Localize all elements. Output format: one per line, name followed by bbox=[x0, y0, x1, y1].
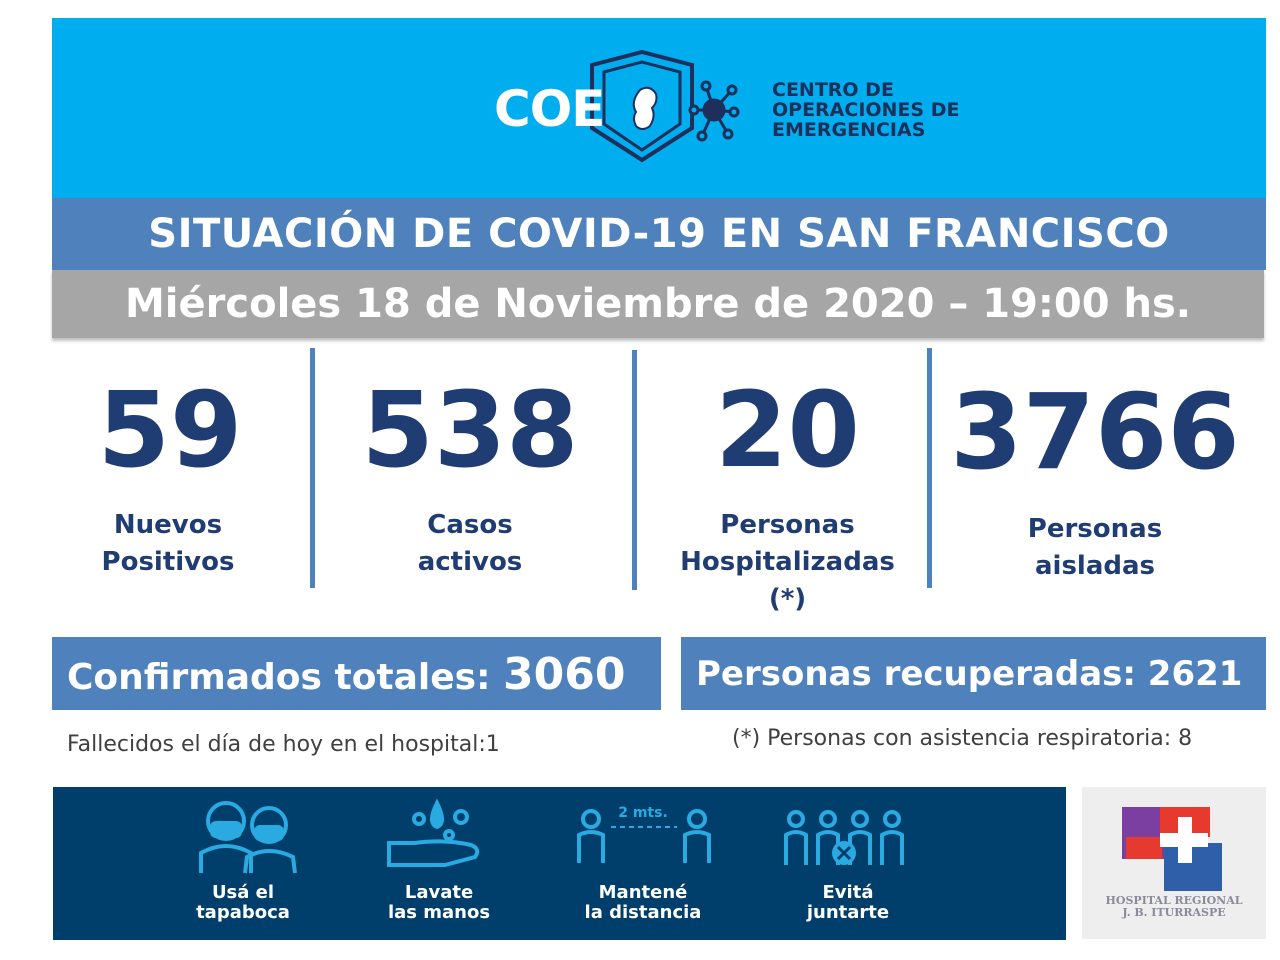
confirmed-total-value: 3060 bbox=[503, 649, 626, 700]
tip-wash-hands: Lavate las manos bbox=[339, 787, 539, 940]
hospital-logo: HOSPITAL REGIONAL J. B. ITURRASPE bbox=[1082, 787, 1266, 939]
tip-label-line: la distancia bbox=[584, 902, 702, 923]
deaths-note: Fallecidos el día de hoy en el hospital:… bbox=[67, 732, 500, 757]
no-gathering-icon bbox=[784, 810, 904, 865]
stat-isolated: 3766 bbox=[945, 380, 1245, 484]
mask-people-icon bbox=[199, 801, 297, 874]
hospital-name-line: J. B. ITURRASPE bbox=[1122, 906, 1226, 919]
stat-label: Personas Hospitalizadas (*) bbox=[660, 507, 915, 618]
stat-label-line: aisladas bbox=[1034, 551, 1156, 581]
coe-sub-line: EMERGENCIAS bbox=[772, 119, 926, 141]
header-banner: COE CENTRO DE OPERACIONES DE EMERGENCIAS bbox=[52, 18, 1266, 198]
stat-label-line: Hospitalizadas bbox=[680, 547, 895, 577]
tip-label-line: Evitá bbox=[822, 882, 874, 903]
stat-label: Personas aisladas bbox=[945, 511, 1245, 585]
stat-label: Casos activos bbox=[345, 507, 595, 581]
divider bbox=[927, 348, 932, 588]
hospital-cross-icon bbox=[1122, 807, 1222, 891]
hospital-name-line: HOSPITAL REGIONAL bbox=[1105, 894, 1243, 907]
coe-sub-line: OPERACIONES DE bbox=[772, 99, 960, 121]
report-date: Miércoles 18 de Noviembre de 2020 – 19:0… bbox=[125, 281, 1191, 327]
page-title: SITUACIÓN DE COVID-19 EN SAN FRANCISCO bbox=[148, 211, 1170, 257]
tip-label-line: tapaboca bbox=[196, 902, 290, 923]
distance-icon bbox=[577, 809, 711, 863]
stat-label-line: Nuevos bbox=[113, 510, 223, 540]
hospital-name: HOSPITAL REGIONAL J. B. ITURRASPE bbox=[1082, 895, 1266, 919]
coe-sub-line: CENTRO DE bbox=[772, 79, 894, 101]
stat-active-cases: 538 bbox=[345, 378, 595, 482]
wash-hands-icon bbox=[387, 798, 480, 867]
coe-logo-word: COE bbox=[494, 80, 605, 138]
date-bar: Miércoles 18 de Noviembre de 2020 – 19:0… bbox=[52, 270, 1264, 338]
tip-label-line: Mantené bbox=[598, 882, 688, 903]
stat-value: 20 bbox=[715, 369, 860, 491]
divider bbox=[310, 348, 315, 588]
tip-label-line: Usá el bbox=[211, 882, 275, 903]
tip-label: Evitá juntarte bbox=[748, 883, 948, 923]
stat-label-line: Casos bbox=[427, 510, 513, 540]
recovered-total-box: Personas recuperadas: 2621 bbox=[681, 637, 1266, 710]
tip-label: Mantené la distancia bbox=[543, 883, 743, 923]
title-bar: SITUACIÓN DE COVID-19 EN SAN FRANCISCO bbox=[52, 198, 1266, 270]
tip-distance: 2 mts. Mantené la distancia bbox=[543, 787, 743, 940]
stat-value: 59 bbox=[97, 369, 243, 491]
stat-label-line: Personas bbox=[720, 510, 855, 540]
confirmed-total: Confirmados totales: 3060 bbox=[67, 637, 626, 722]
stat-label: Nuevos Positivos bbox=[58, 507, 278, 581]
stat-label-line: Positivos bbox=[101, 547, 235, 577]
coe-logo: COE CENTRO DE OPERACIONES DE EMERGENCIAS bbox=[472, 18, 996, 198]
tip-label-line: juntarte bbox=[806, 902, 890, 923]
stat-label-line: Personas bbox=[1027, 514, 1163, 544]
tip-label: Usá el tapaboca bbox=[143, 883, 343, 923]
tip-label-line: Lavate bbox=[404, 882, 474, 903]
coe-logo-subtitle: CENTRO DE OPERACIONES DE EMERGENCIAS bbox=[772, 80, 960, 140]
recovered-total: Personas recuperadas: 2621 bbox=[696, 654, 1243, 694]
tip-mask: Usá el tapaboca bbox=[143, 787, 343, 940]
distance-text: 2 mts. bbox=[618, 805, 668, 821]
tip-no-gathering: Evitá juntarte bbox=[748, 787, 948, 940]
stat-value: 538 bbox=[361, 369, 579, 491]
stat-new-positives: 59 bbox=[60, 378, 280, 482]
stat-label-line: (*) bbox=[768, 584, 807, 614]
shield-network-icon bbox=[590, 50, 740, 163]
confirmed-total-box: Confirmados totales: 3060 bbox=[52, 637, 661, 710]
stat-hospitalized: 20 bbox=[660, 378, 915, 482]
tip-label-line: las manos bbox=[387, 902, 491, 923]
respiratory-note: (*) Personas con asistencia respiratoria… bbox=[732, 726, 1193, 751]
confirmed-total-label: Confirmados totales: bbox=[67, 657, 504, 698]
prevention-banner: Usá el tapaboca Lavate las manos 2 mts. bbox=[53, 787, 1066, 940]
stat-label-line: activos bbox=[417, 547, 523, 577]
divider bbox=[632, 350, 637, 590]
tip-label: Lavate las manos bbox=[339, 883, 539, 923]
stat-value: 3766 bbox=[950, 371, 1240, 493]
